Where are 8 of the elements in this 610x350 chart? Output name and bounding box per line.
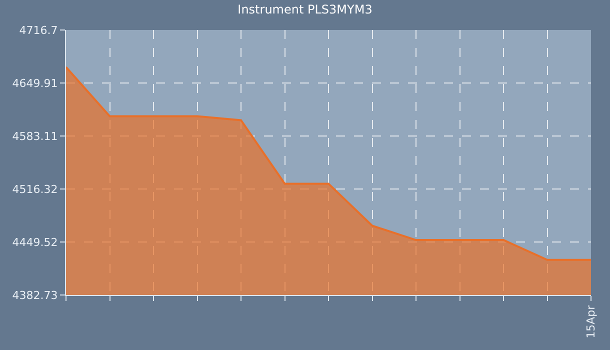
y-tick-label: 4583.11 — [12, 130, 58, 143]
y-tick-label: 4449.52 — [12, 236, 58, 249]
x-tick-label: 15Apr — [584, 304, 598, 338]
y-tick-label: 4716.7 — [19, 24, 58, 37]
chart-title: Instrument PLS3MYM3 — [238, 2, 372, 17]
y-tick-label: 4516.32 — [12, 182, 58, 196]
y-tick-label: 4382.73 — [12, 288, 58, 302]
y-tick-label: 4649.91 — [12, 76, 58, 90]
